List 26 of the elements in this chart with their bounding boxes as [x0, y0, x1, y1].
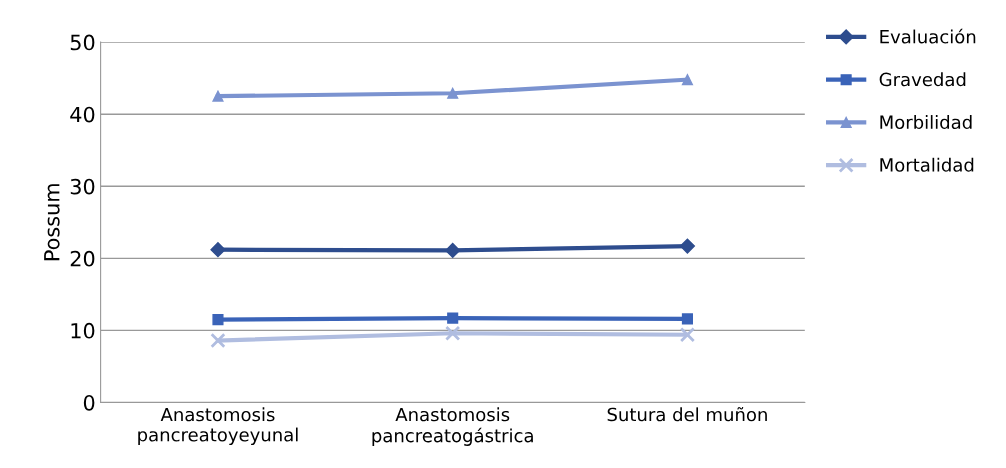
- point: [445, 325, 461, 341]
- y-tick-label: 30: [70, 178, 95, 195]
- point: [210, 332, 226, 349]
- point: [679, 238, 696, 254]
- y-axis-title: Possum: [44, 184, 60, 261]
- point: [445, 242, 461, 258]
- legend-label: Evaluación: [880, 28, 976, 44]
- point: [212, 314, 224, 326]
- y-tick-label: 10: [71, 322, 95, 339]
- point: [679, 327, 696, 343]
- y-tick-label: 0: [83, 394, 95, 411]
- point: [210, 242, 226, 258]
- x-tick-label: Sutura del muñon: [607, 407, 767, 422]
- x-tick-label: Anastomosis pancreatogástrica: [372, 407, 533, 446]
- legend-label: Mortalidad: [880, 157, 974, 172]
- point: [681, 74, 693, 86]
- point: [447, 87, 459, 99]
- point: [447, 312, 459, 324]
- point: [212, 90, 224, 102]
- point: [681, 313, 693, 325]
- y-tick-label: 40: [70, 106, 95, 123]
- legend-label: Gravedad: [879, 72, 966, 87]
- y-tick-label: 20: [70, 250, 95, 267]
- legend-label: Morbilidad: [880, 115, 972, 130]
- y-tick-label: 50: [70, 34, 95, 51]
- x-tick-label: Anastomosis pancreatoyeyunal: [138, 407, 298, 446]
